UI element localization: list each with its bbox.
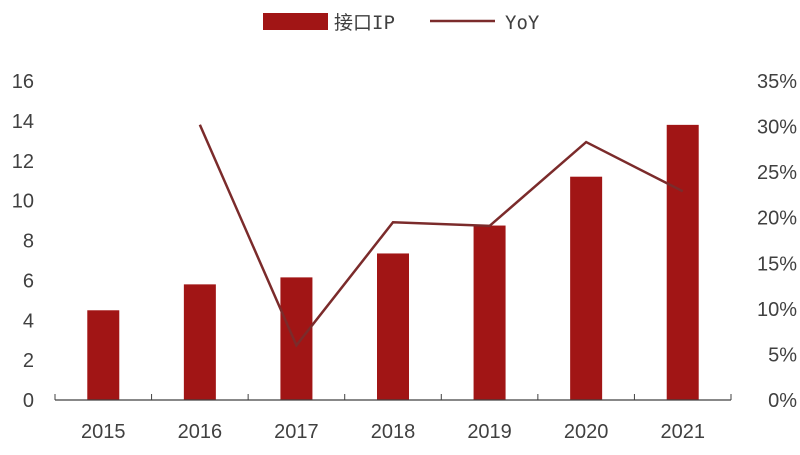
legend-label-bar: 接口IP bbox=[334, 12, 395, 34]
y-right-tick-label: 0% bbox=[768, 390, 797, 412]
bar-2020 bbox=[570, 177, 602, 400]
y-left-tick-label: 2 bbox=[23, 350, 34, 372]
y-left-tick-label: 8 bbox=[23, 231, 34, 253]
y-right-tick-label: 10% bbox=[757, 299, 797, 321]
bar-2018 bbox=[377, 253, 409, 400]
x-tick-label: 2015 bbox=[81, 421, 126, 443]
yoy-line bbox=[200, 125, 683, 346]
y-left-tick-label: 6 bbox=[23, 270, 34, 292]
y-right-tick-label: 30% bbox=[757, 117, 797, 139]
y-right-tick-label: 5% bbox=[768, 344, 797, 366]
y-left-tick-label: 10 bbox=[12, 191, 34, 213]
y-left-tick-label: 12 bbox=[12, 151, 34, 173]
x-tick-label: 2021 bbox=[660, 421, 705, 443]
bar-2017 bbox=[280, 277, 312, 400]
bar-2016 bbox=[184, 284, 216, 400]
x-tick-label: 2016 bbox=[178, 421, 223, 443]
y-right-tick-label: 25% bbox=[757, 162, 797, 184]
bar-2021 bbox=[667, 125, 699, 400]
legend: 接口IP YoY bbox=[263, 12, 540, 34]
bar-2019 bbox=[474, 226, 506, 400]
legend-swatch-bar bbox=[263, 13, 328, 30]
y-left-tick-label: 4 bbox=[23, 310, 34, 332]
x-tick-label: 2018 bbox=[371, 421, 416, 443]
x-tick-label: 2019 bbox=[467, 421, 512, 443]
bar-2015 bbox=[87, 310, 119, 400]
legend-label-line: YoY bbox=[505, 12, 540, 34]
x-tick-label: 2020 bbox=[564, 421, 609, 443]
y-left-tick-label: 16 bbox=[12, 71, 34, 93]
y-right-tick-label: 35% bbox=[757, 71, 797, 93]
x-tick-label: 2017 bbox=[274, 421, 319, 443]
y-left-tick-label: 0 bbox=[23, 390, 34, 412]
y-left-tick-label: 14 bbox=[12, 111, 34, 133]
y-right-tick-label: 15% bbox=[757, 253, 797, 275]
y-right-tick-label: 20% bbox=[757, 208, 797, 230]
